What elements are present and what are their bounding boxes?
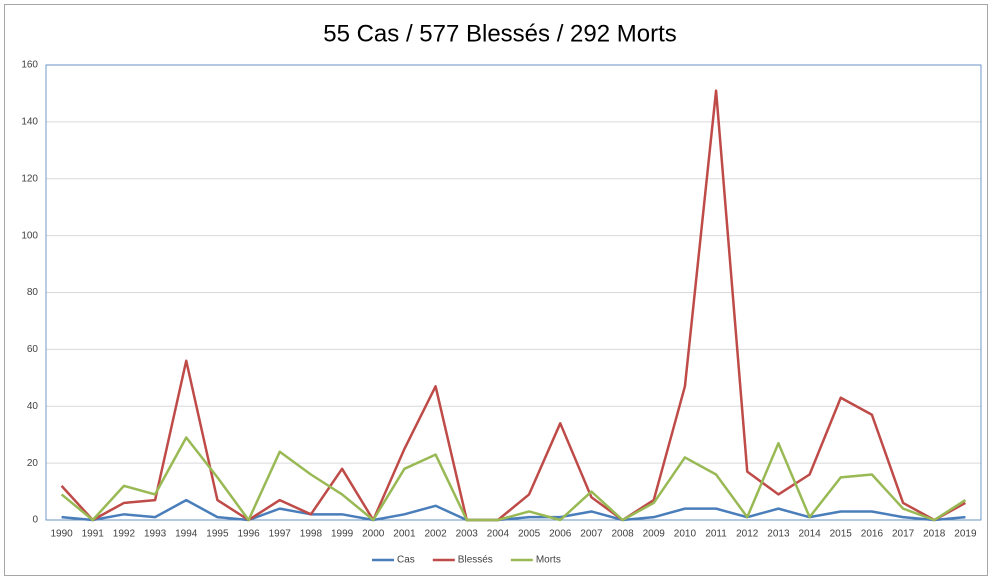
- x-tick-label: 2009: [643, 529, 666, 540]
- y-tick-label: 80: [27, 287, 39, 298]
- x-tick-label: 2002: [424, 529, 447, 540]
- x-tick-label: 1990: [50, 529, 73, 540]
- y-tick-label: 160: [21, 60, 38, 71]
- series-line: [61, 498, 966, 522]
- legend-label: Cas: [397, 555, 415, 566]
- plot-border: [45, 64, 982, 521]
- y-tick-label: 60: [27, 344, 39, 355]
- x-tick-label: 1996: [237, 529, 260, 540]
- x-tick-label: 2015: [830, 529, 853, 540]
- x-tick-label: 2006: [549, 529, 572, 540]
- x-tick-label: 1994: [175, 529, 198, 540]
- x-tick-label: 2014: [798, 529, 821, 540]
- chart-frame: [4, 4, 988, 576]
- x-tick-label: 2010: [674, 529, 697, 540]
- x-tick-label: 2016: [861, 529, 884, 540]
- y-tick-label: 120: [21, 173, 38, 184]
- y-tick-label: 0: [32, 515, 38, 526]
- y-tick-label: 140: [21, 117, 38, 128]
- x-tick-label: 1993: [144, 529, 167, 540]
- legend-label: Blessés: [458, 555, 493, 566]
- legend-label: Morts: [536, 555, 561, 566]
- series-line: [60, 89, 967, 522]
- x-tick-label: 1998: [300, 529, 323, 540]
- x-tick-label: 2013: [767, 529, 790, 540]
- x-tick-label: 1999: [331, 529, 354, 540]
- x-tick-label: 1997: [269, 529, 292, 540]
- x-tick-label: 2003: [456, 529, 479, 540]
- x-tick-label: 1995: [206, 529, 229, 540]
- x-tick-label: 1992: [113, 529, 136, 540]
- y-tick-label: 20: [27, 458, 39, 469]
- x-tick-label: 2005: [518, 529, 541, 540]
- series-line: [60, 436, 967, 522]
- x-tick-label: 2001: [393, 529, 416, 540]
- chart-title: 55 Cas / 577 Blessés / 292 Morts: [323, 20, 677, 47]
- x-tick-label: 2012: [736, 529, 759, 540]
- x-tick-label: 2011: [705, 529, 727, 540]
- x-tick-label: 2008: [611, 529, 634, 540]
- x-tick-label: 2004: [487, 529, 510, 540]
- x-tick-label: 2019: [954, 529, 977, 540]
- x-tick-label: 2018: [923, 529, 946, 540]
- x-tick-label: 2007: [580, 529, 603, 540]
- x-tick-label: 2000: [362, 529, 385, 540]
- y-tick-label: 100: [21, 230, 38, 241]
- y-tick-label: 40: [27, 401, 39, 412]
- x-tick-label: 1991: [82, 529, 105, 540]
- x-tick-label: 2017: [892, 529, 915, 540]
